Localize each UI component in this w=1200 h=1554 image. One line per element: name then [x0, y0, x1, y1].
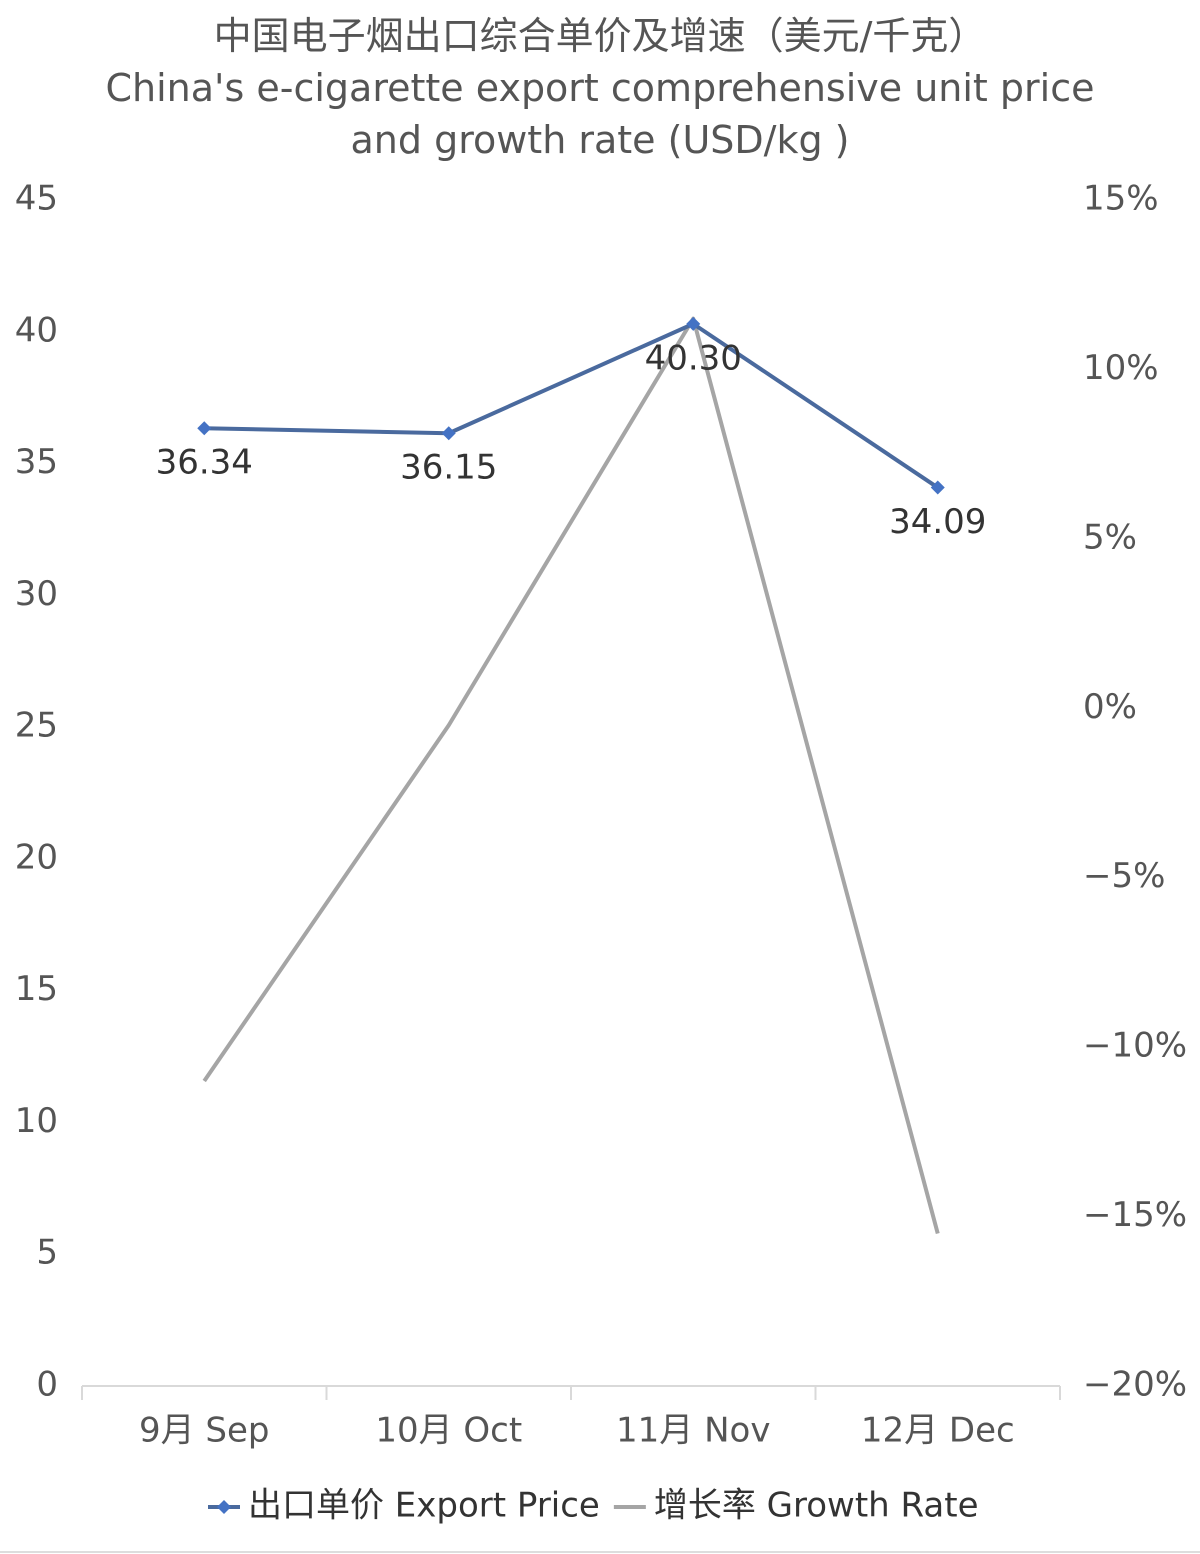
y-tick-label: 0: [36, 1365, 58, 1405]
y-tick-label: 25: [15, 706, 58, 746]
x-tick-label: 9月 Sep: [139, 1411, 270, 1451]
y2-tick-label: 5%: [1083, 517, 1137, 557]
y2-tick-label: −20%: [1083, 1365, 1187, 1405]
y-tick-label: 5: [36, 1233, 58, 1273]
y-tick-label: 30: [15, 574, 58, 614]
y2-tick-label: 0%: [1083, 687, 1137, 727]
y-tick-label: 35: [15, 442, 58, 482]
x-tick-label: 10月 Oct: [375, 1411, 522, 1451]
data-label: 40.30: [645, 338, 742, 378]
legend-marker: [217, 1500, 231, 1514]
chart-title: 中国电子烟出口综合单价及增速（美元/千克）: [213, 14, 987, 58]
legend-label: 增长率 Growth Rate: [654, 1486, 979, 1526]
y-tick-label: 15: [15, 969, 58, 1009]
data-label: 36.15: [400, 448, 497, 488]
y2-tick-label: −5%: [1083, 856, 1165, 896]
x-tick-label: 11月 Nov: [616, 1411, 770, 1451]
x-tick-label: 12月 Dec: [861, 1411, 1015, 1451]
point-marker: [197, 421, 212, 436]
y-tick-label: 45: [15, 179, 58, 219]
point-marker: [930, 480, 945, 495]
y2-tick-label: −10%: [1083, 1026, 1187, 1066]
y-tick-label: 20: [15, 837, 58, 877]
series-line: [202, 316, 940, 1235]
y-tick-label: 40: [15, 310, 58, 350]
y2-tick-label: 10%: [1083, 348, 1159, 388]
legend-label: 出口单价 Export Price: [248, 1486, 600, 1526]
y2-tick-label: 15%: [1083, 179, 1159, 219]
point-marker: [686, 316, 701, 331]
data-label: 34.09: [889, 502, 986, 542]
chart-subtitle: China's e-cigarette export comprehensive…: [105, 66, 1095, 162]
y-tick-label: 10: [15, 1101, 58, 1141]
point-marker: [441, 426, 456, 441]
data-label: 36.34: [156, 443, 253, 483]
title-block: 中国电子烟出口综合单价及增速（美元/千克） China's e-cigarett…: [100, 10, 1100, 166]
series-line: [204, 321, 939, 490]
y2-tick-label: −15%: [1083, 1195, 1187, 1235]
